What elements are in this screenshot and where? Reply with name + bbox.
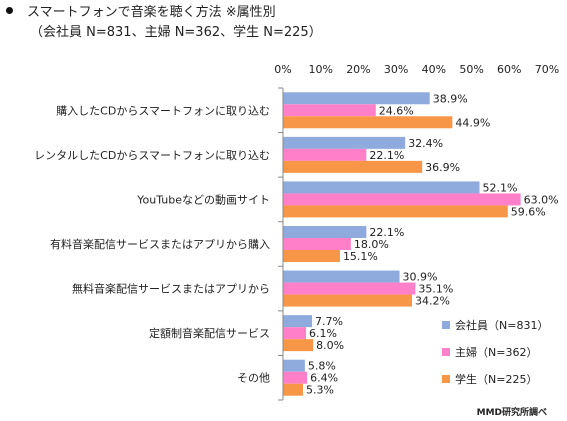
bar: [283, 315, 313, 328]
bar: [283, 282, 416, 295]
data-label: 6.1%: [309, 327, 337, 340]
bar: [283, 238, 351, 250]
bar: [283, 339, 314, 352]
data-label: 24.6%: [379, 104, 414, 117]
data-label: 35.1%: [418, 283, 453, 296]
data-label: 5.8%: [308, 360, 336, 373]
bar: [283, 359, 305, 372]
x-tick-label: 50%: [459, 63, 483, 76]
chart-title: スマートフォンで音楽を聴く方法 ※属性別: [6, 4, 276, 22]
category-label: その他: [237, 372, 270, 385]
legend-swatch: [442, 321, 450, 329]
category-label: YouTubeなどの動画サイト: [136, 192, 270, 206]
data-label: 8.0%: [316, 339, 344, 352]
bar: [283, 181, 480, 194]
data-label: 32.4%: [408, 137, 443, 150]
category-label: 無料音楽配信サービスまたはアプリから: [72, 282, 270, 296]
x-tick-label: 40%: [422, 63, 446, 76]
bar: [283, 92, 430, 105]
category-label: レンタルしたCDからスマートフォンに取り込む: [34, 149, 270, 162]
data-label: 5.3%: [306, 384, 334, 397]
bar: [283, 148, 367, 161]
bar: [283, 294, 412, 307]
legend-label: 会社員（N=831）: [455, 318, 548, 332]
data-label: 34.2%: [415, 295, 450, 308]
x-tick-label: 70%: [535, 63, 559, 76]
bar: [283, 327, 307, 340]
x-tick-label: 60%: [497, 63, 521, 76]
data-label: 7.7%: [315, 315, 343, 328]
data-label: 36.9%: [425, 161, 460, 174]
bar: [283, 160, 423, 173]
bar: [283, 371, 308, 384]
source-note: MMD研究所調べ: [476, 408, 547, 418]
chart-subtitle: （会社員 N=831、主婦 N=362、学生 N=225）: [30, 25, 322, 40]
data-label: 22.1%: [369, 226, 404, 239]
data-label: 6.4%: [310, 372, 338, 385]
bar: [283, 136, 406, 149]
category-label: 定額制音楽配信サービス: [149, 326, 270, 340]
bar: [283, 250, 340, 262]
legend-swatch: [442, 375, 450, 383]
data-label: 59.6%: [511, 205, 546, 218]
data-label: 44.9%: [455, 116, 490, 129]
x-tick-label: 0%: [274, 63, 291, 76]
legend-swatch: [442, 348, 450, 356]
data-label: 52.1%: [482, 181, 517, 194]
bar: [283, 383, 303, 396]
legend-label: 主婦（N=362）: [455, 345, 537, 359]
legend-label: 学生（N=225）: [455, 372, 537, 386]
data-label: 15.1%: [343, 250, 378, 263]
data-label: 22.1%: [369, 149, 404, 162]
category-label: 有料音楽配信サービスまたはアプリから購入: [50, 237, 270, 251]
category-label: 購入したCDからスマートフォンに取り込む: [56, 103, 270, 117]
x-tick-label: 30%: [384, 63, 408, 76]
bar: [283, 226, 367, 238]
data-label: 30.9%: [403, 271, 438, 284]
chart-title-text: スマートフォンで音楽を聴く方法 ※属性別: [27, 5, 276, 20]
bar: [283, 205, 508, 218]
data-label: 18.0%: [354, 238, 389, 251]
bar: [283, 104, 376, 117]
bar: [283, 193, 521, 206]
bar: [283, 270, 400, 283]
bullet-icon: [6, 7, 13, 14]
data-label: 63.0%: [524, 193, 559, 206]
data-label: 38.9%: [433, 92, 468, 105]
x-tick-label: 10%: [308, 63, 332, 76]
bar: [283, 116, 453, 129]
x-tick-label: 20%: [346, 63, 370, 76]
